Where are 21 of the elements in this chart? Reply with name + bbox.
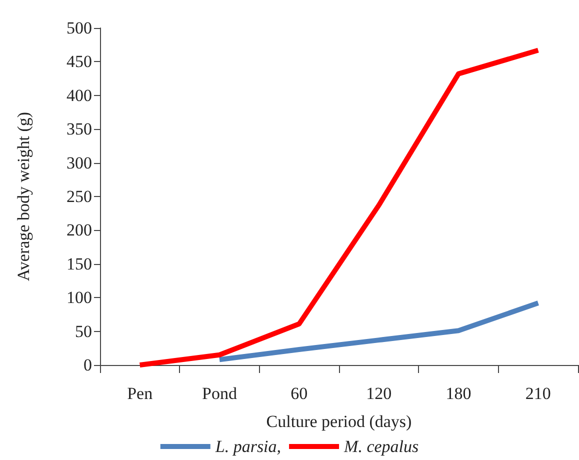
y-tick-label: 200 <box>66 220 92 240</box>
legend-label: L. parsia, <box>214 437 282 456</box>
y-tick-label: 500 <box>66 18 92 38</box>
x-axis-title: Culture period (days) <box>266 412 412 431</box>
y-tick-label: 150 <box>66 254 92 274</box>
x-tick-label: 210 <box>525 384 551 403</box>
y-tick-label: 0 <box>84 356 92 374</box>
x-tick-label: 60 <box>290 384 308 403</box>
x-tick-label: Pen <box>127 384 154 403</box>
y-tick-label: 450 <box>66 52 92 72</box>
y-tick-label: 400 <box>66 86 92 105</box>
y-tick-label: 350 <box>66 120 92 139</box>
y-axis-title: Average body weight (g) <box>14 112 33 282</box>
y-tick-label: 50 <box>75 322 92 341</box>
x-tick-label: 120 <box>366 384 392 403</box>
y-tick-label: 300 <box>66 153 92 172</box>
y-tick-label: 250 <box>66 187 92 206</box>
x-tick-label: 180 <box>446 384 472 403</box>
x-tick-label: Pond <box>202 384 238 403</box>
legend-label: M. cepalus <box>343 437 420 456</box>
y-tick-label: 100 <box>66 288 92 308</box>
